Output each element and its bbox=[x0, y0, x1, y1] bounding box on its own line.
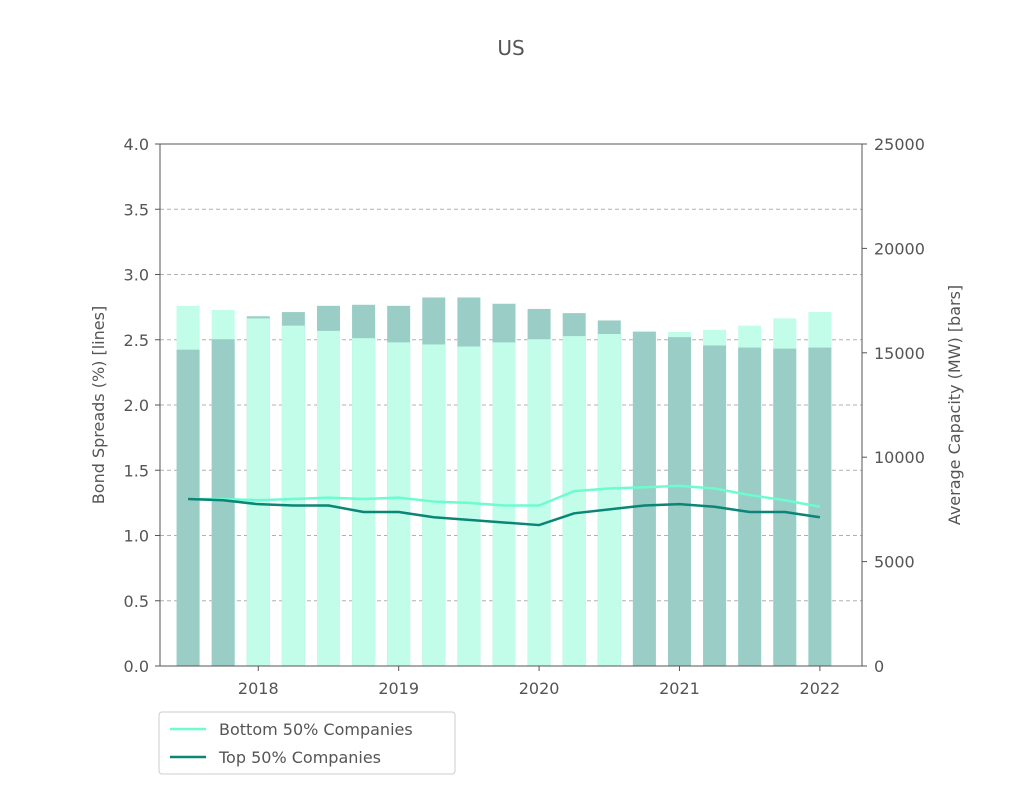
bar bbox=[387, 342, 411, 666]
x-tick-label: 2018 bbox=[238, 679, 279, 698]
right-tick-label: 25000 bbox=[874, 135, 925, 154]
left-axis-ticks: 0.0 0.5 1.0 1.5 2.0 2.5 3.0 3.5 4.0 bbox=[124, 135, 160, 676]
legend: Bottom 50% Companies Top 50% Companies bbox=[158, 711, 456, 775]
x-tick-label: 2019 bbox=[378, 679, 419, 698]
bar bbox=[492, 342, 516, 666]
bar bbox=[176, 349, 200, 666]
right-tick-label: 5000 bbox=[874, 553, 915, 572]
series-line-1 bbox=[188, 497, 821, 527]
bar bbox=[562, 336, 586, 666]
left-tick-label: 0.0 bbox=[124, 657, 149, 676]
left-tick-label: 0.5 bbox=[124, 592, 149, 611]
bar bbox=[597, 334, 621, 666]
right-axis-title: Average Capacity (MW) [bars] bbox=[945, 285, 964, 525]
left-tick-label: 2.0 bbox=[124, 396, 149, 415]
legend-label-top: Top 50% Companies bbox=[218, 748, 381, 767]
bar bbox=[246, 318, 270, 666]
x-axis-ticks: 2018 2019 2020 2021 2022 bbox=[238, 666, 840, 698]
left-tick-label: 3.5 bbox=[124, 200, 149, 219]
right-tick-label: 20000 bbox=[874, 239, 925, 258]
x-tick-label: 2021 bbox=[659, 679, 700, 698]
right-tick-label: 15000 bbox=[874, 344, 925, 363]
bar bbox=[527, 339, 551, 666]
left-tick-label: 1.0 bbox=[124, 527, 149, 546]
bar bbox=[281, 325, 305, 666]
bar bbox=[738, 347, 762, 666]
x-tick-label: 2020 bbox=[519, 679, 560, 698]
bars bbox=[176, 297, 832, 666]
left-tick-label: 2.5 bbox=[124, 331, 149, 350]
line-series bbox=[188, 484, 821, 527]
legend-label-bottom: Bottom 50% Companies bbox=[219, 720, 413, 739]
bar bbox=[667, 337, 691, 666]
bar bbox=[457, 346, 481, 666]
chart-title: US bbox=[497, 36, 524, 60]
legend-box bbox=[158, 711, 456, 775]
bar bbox=[422, 344, 446, 666]
left-tick-label: 1.5 bbox=[124, 461, 149, 480]
x-tick-label: 2022 bbox=[800, 679, 841, 698]
bar bbox=[352, 338, 376, 666]
series-line-0 bbox=[188, 484, 821, 509]
left-axis-title: Bond Spreads (%) [lines] bbox=[89, 306, 108, 504]
left-tick-label: 4.0 bbox=[124, 135, 149, 154]
left-tick-label: 3.0 bbox=[124, 266, 149, 285]
bar bbox=[632, 331, 656, 666]
right-tick-label: 0 bbox=[874, 657, 884, 676]
right-tick-label: 10000 bbox=[874, 448, 925, 467]
bar bbox=[773, 348, 797, 666]
right-axis-ticks: 0 5000 10000 15000 20000 25000 bbox=[862, 135, 925, 676]
bar bbox=[211, 339, 235, 666]
